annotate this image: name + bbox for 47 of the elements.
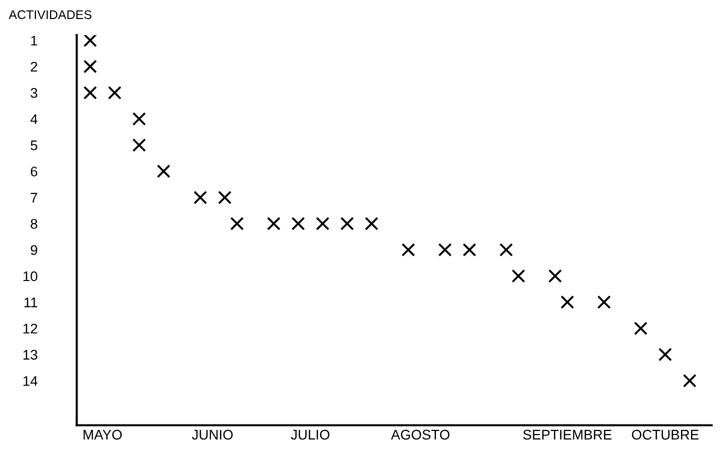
y-tick-label: 2 xyxy=(30,62,38,72)
y-tick-label: 13 xyxy=(23,350,38,360)
point xyxy=(597,295,611,309)
point xyxy=(316,216,330,230)
x-tick-label: JUNIO xyxy=(192,430,233,440)
point xyxy=(108,86,122,100)
y-tick-label: 10 xyxy=(23,271,38,282)
point xyxy=(291,216,305,230)
point xyxy=(499,243,513,257)
point xyxy=(156,164,170,178)
x-tick-label: JULIO xyxy=(290,430,330,440)
y-tick-label: 9 xyxy=(30,245,38,255)
point xyxy=(634,322,648,336)
y-tick-label: 3 xyxy=(30,88,38,98)
y-tick-label: 4 xyxy=(30,114,38,124)
y-tick-label: 7 xyxy=(30,192,38,202)
x-tick-label: AGOSTO xyxy=(390,430,450,440)
point xyxy=(340,216,354,230)
x-tick-label: SEPTIEMBRE xyxy=(523,430,612,440)
y-tick-label: 1 xyxy=(31,36,38,46)
point xyxy=(83,60,97,74)
y-tick-label: 12 xyxy=(23,324,38,334)
point xyxy=(548,269,562,283)
y-tick-label: 6 xyxy=(30,166,38,176)
y-tick-label: 11 xyxy=(24,298,38,308)
point xyxy=(266,216,280,230)
y-tick-label: 14 xyxy=(23,376,38,386)
point xyxy=(132,112,146,126)
point xyxy=(230,216,244,230)
y-tick-label: 5 xyxy=(30,140,38,150)
point xyxy=(512,269,526,283)
point xyxy=(83,86,97,100)
point xyxy=(462,243,476,257)
point xyxy=(132,138,146,152)
point xyxy=(218,190,232,204)
point xyxy=(682,374,696,388)
point xyxy=(402,243,416,257)
point xyxy=(438,243,452,257)
point xyxy=(83,35,97,48)
point xyxy=(560,295,574,309)
y-tick-label: 8 xyxy=(30,218,38,229)
point xyxy=(658,348,672,362)
point xyxy=(194,190,208,204)
point xyxy=(364,216,378,230)
x-tick-label: MAYO xyxy=(84,430,122,440)
x-tick-label: OCTUBRE xyxy=(632,430,699,440)
y-axis-title: ACTIVIDADES xyxy=(8,10,92,20)
